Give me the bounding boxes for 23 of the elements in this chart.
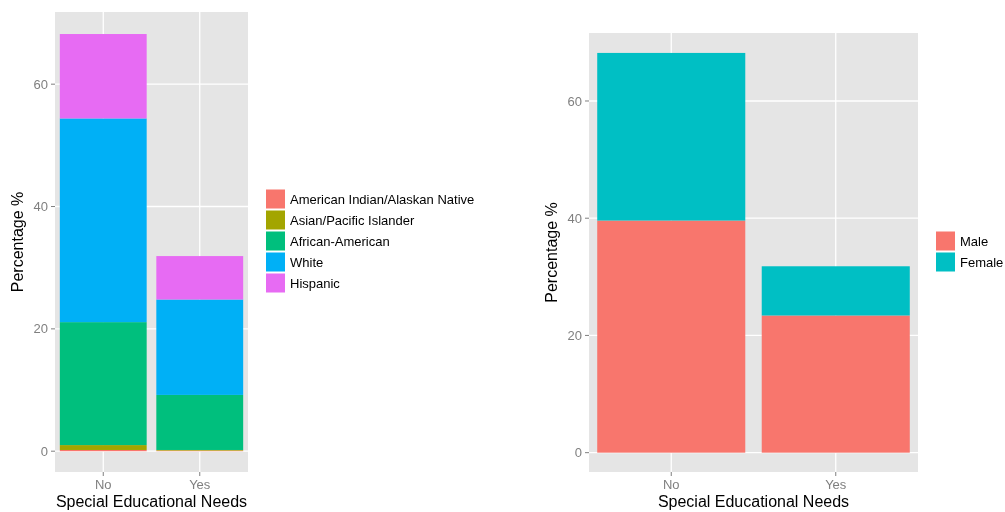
y-axis-title: Percentage %: [543, 202, 560, 303]
y-tick-label: 60: [33, 76, 48, 92]
legend-label: Asian/Pacific Islander: [290, 213, 415, 229]
x-tick-label: No: [94, 477, 112, 492]
y-tick-label: 20: [567, 327, 582, 343]
legend-label: Hispanic: [290, 276, 341, 292]
legend-label: Male: [960, 234, 989, 250]
x-tick-label: Yes: [825, 477, 847, 492]
y-tick-label: 40: [33, 199, 48, 215]
legend-label: Female: [960, 255, 1004, 271]
x-tick-label: No: [662, 477, 680, 492]
x-axis-title: Special Educational Needs: [55, 493, 248, 510]
x-axis-title: Special Educational Needs: [657, 493, 850, 510]
x-tick-label: Yes: [189, 477, 211, 492]
y-tick-label: 60: [567, 93, 582, 109]
legend-label: American Indian/Alaskan Native: [290, 192, 475, 208]
y-axis-title: Percentage %: [9, 191, 26, 293]
legend-label: White: [290, 255, 324, 271]
y-tick-label: 0: [40, 443, 48, 459]
y-tick-label: 40: [567, 210, 582, 226]
y-tick-label: 0: [574, 445, 582, 461]
legend-label: African-American: [290, 234, 390, 250]
y-tick-label: 20: [33, 321, 48, 337]
